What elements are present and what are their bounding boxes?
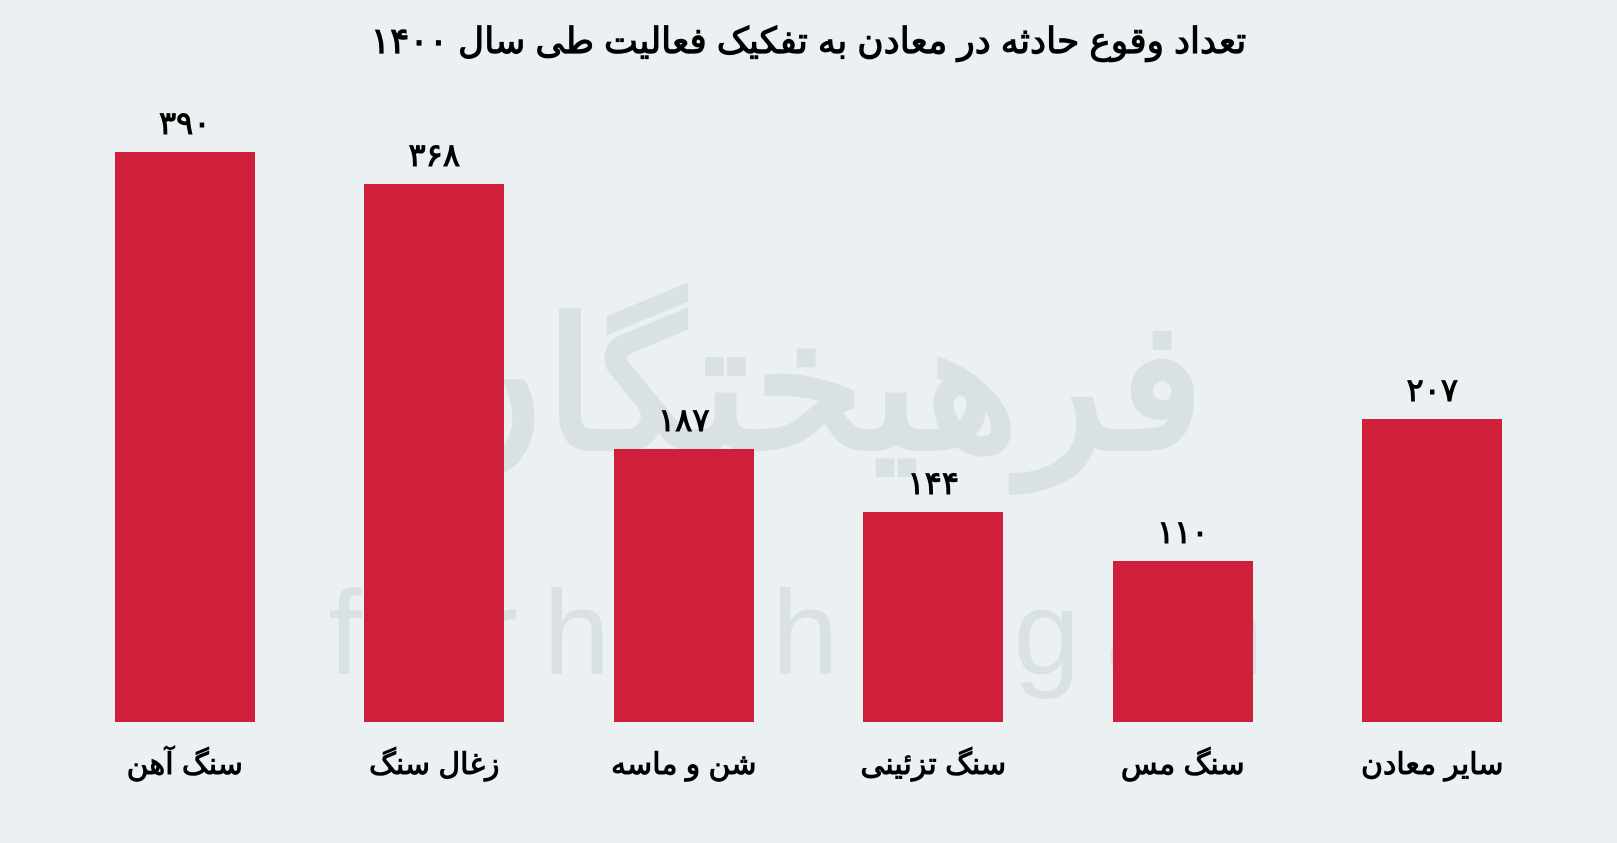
bar-value: ۱۸۷	[658, 401, 710, 439]
bar-value: ۱۱۰	[1157, 513, 1209, 551]
chart-area: فرهیختگان farhikhtegan ۳۹۰ ۳۶۸ ۱۸۷ ۱۴۴ ۱…	[60, 102, 1557, 782]
bar-value: ۳۹۰	[159, 104, 211, 142]
bar-label: سنگ آهن	[95, 747, 275, 782]
bar-label: شن و ماسه	[594, 747, 774, 782]
bar-value: ۳۶۸	[408, 136, 460, 174]
bar	[115, 152, 255, 722]
bar	[1113, 561, 1253, 722]
bars-row: ۳۹۰ ۳۶۸ ۱۸۷ ۱۴۴ ۱۱۰ ۲۰۷	[60, 102, 1557, 722]
bar-group: ۱۱۰	[1093, 513, 1273, 722]
bar-group: ۲۰۷	[1342, 371, 1522, 722]
bar-label: سایر معادن	[1342, 747, 1522, 782]
chart-title: تعداد وقوع حادثه در معادن به تفکیک فعالی…	[60, 20, 1557, 62]
chart-container: تعداد وقوع حادثه در معادن به تفکیک فعالی…	[0, 0, 1617, 843]
bar	[1362, 419, 1502, 722]
bar-group: ۱۸۷	[594, 401, 774, 722]
labels-row: سنگ آهن زغال سنگ شن و ماسه سنگ تزئینی سن…	[60, 747, 1557, 782]
bar-value: ۲۰۷	[1406, 371, 1458, 409]
bar-value: ۱۴۴	[907, 464, 959, 502]
bar	[614, 449, 754, 722]
bar-group: ۳۹۰	[95, 104, 275, 722]
bar-label: سنگ تزئینی	[843, 747, 1023, 782]
bar-label: سنگ مس	[1093, 747, 1273, 782]
bar	[863, 512, 1003, 722]
bar-label: زغال سنگ	[344, 747, 524, 782]
bar	[364, 184, 504, 722]
bar-group: ۳۶۸	[344, 136, 524, 722]
bar-group: ۱۴۴	[843, 464, 1023, 722]
